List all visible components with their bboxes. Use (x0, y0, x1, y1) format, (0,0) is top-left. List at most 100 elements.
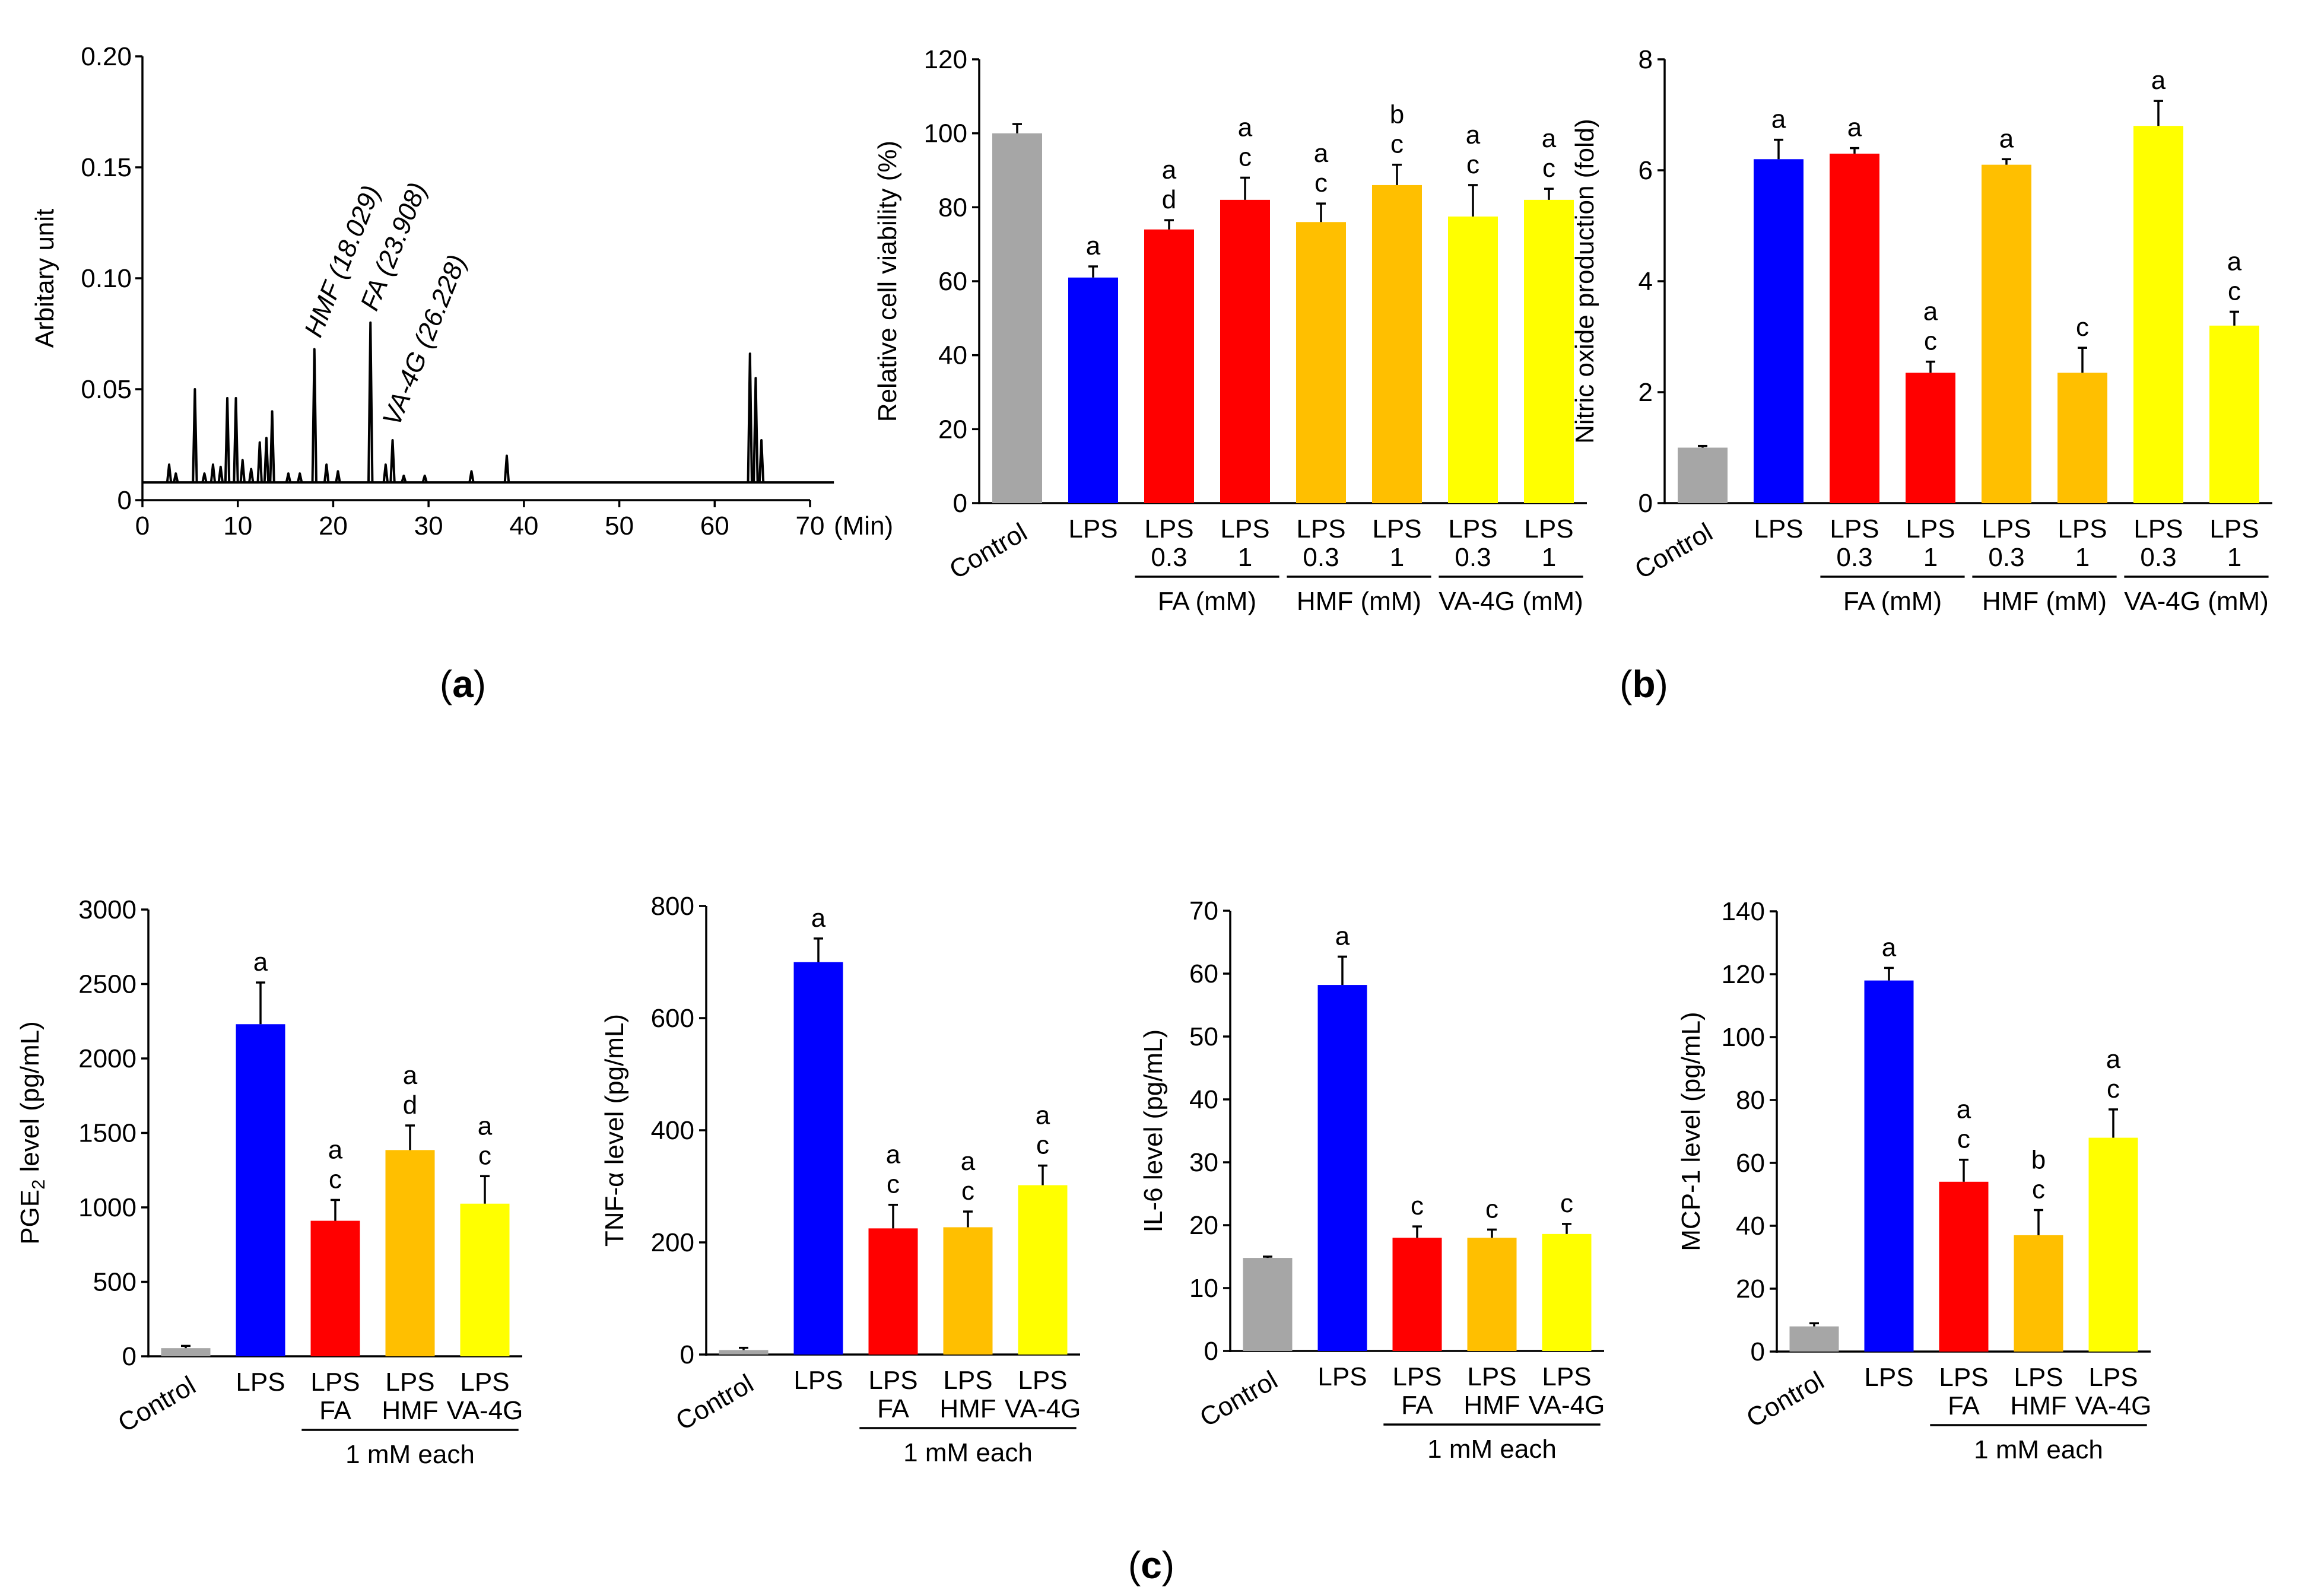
bar (1220, 199, 1270, 503)
bar (1830, 153, 1879, 503)
panel-label-c: (c) (1128, 1544, 1174, 1587)
trace-peak (269, 410, 275, 483)
category-label: HMF (939, 1394, 996, 1423)
bar (1068, 277, 1118, 503)
y-tick-label: 0 (680, 1340, 694, 1369)
y-tick-label: 6 (1639, 156, 1653, 185)
category-label: LPS (1864, 1363, 1913, 1392)
bar (868, 1228, 918, 1355)
category-label: LPS (1542, 1362, 1591, 1391)
trace-peak (758, 439, 765, 483)
category-label: LPS (1830, 514, 1879, 543)
category-label: LPS (943, 1366, 992, 1395)
significance-label: a (1036, 1101, 1050, 1130)
trace-peak (224, 396, 231, 483)
category-label: 1 (2227, 543, 2241, 572)
category-label: LPS (1296, 514, 1345, 543)
y-tick-label: 0.10 (81, 264, 132, 293)
trace-peak (401, 474, 407, 483)
category-label: LPS (2209, 514, 2259, 543)
significance-label: c (1542, 154, 1555, 183)
category-label: VA-4G (2075, 1391, 2152, 1420)
category-label: 0.3 (1988, 543, 2024, 572)
y-tick-label: 100 (1722, 1023, 1765, 1052)
significance-label: a (1238, 113, 1253, 142)
significance-label: a (961, 1147, 976, 1176)
bar (2209, 325, 2259, 503)
y-axis-label: Arbitary unit (30, 209, 59, 348)
y-tick-label: 0 (1751, 1337, 1765, 1366)
category-label: HMF (382, 1396, 438, 1425)
bar (1448, 216, 1498, 503)
significance-label: a (2227, 247, 2242, 276)
category-label: LPS (236, 1368, 285, 1397)
trace-peak (192, 388, 198, 483)
significance-label: a (478, 1111, 493, 1140)
bar (1906, 373, 1955, 503)
x-tick-label: 50 (605, 511, 634, 541)
category-label: VA-4G (1529, 1391, 1605, 1420)
significance-label: c (1957, 1125, 1970, 1154)
significance-label: c (1390, 130, 1404, 159)
category-label: LPS (1372, 514, 1421, 543)
category-label: 1 (2075, 543, 2090, 572)
bar (1982, 164, 2031, 503)
y-tick-label: 0 (1639, 489, 1653, 518)
significance-label: a (1086, 231, 1101, 260)
significance-label: a (1771, 105, 1786, 134)
category-label: LPS (1524, 514, 1573, 543)
significance-label: a (1542, 124, 1557, 153)
trace-peak (503, 454, 510, 483)
y-tick-label: 0 (1204, 1337, 1218, 1366)
significance-label: a (2106, 1045, 2121, 1074)
significance-label: a (403, 1061, 418, 1090)
bar (1524, 199, 1574, 503)
y-tick-label: 800 (651, 892, 694, 921)
trace-peak (752, 377, 759, 483)
panel-label-a: (a) (440, 663, 486, 705)
category-label: 1 (1923, 543, 1938, 572)
y-tick-label: 500 (93, 1268, 136, 1297)
y-tick-label: 80 (938, 193, 967, 222)
y-tick-label: 20 (1736, 1274, 1765, 1303)
y-axis-label: PGE2 level (pg/mL) (15, 1021, 49, 1245)
category-label: LPS (2057, 514, 2107, 543)
category-label: LPS (460, 1368, 509, 1397)
category-label: VA-4G (447, 1396, 523, 1425)
category-label: 0.3 (1836, 543, 1872, 572)
category-label: FA (877, 1394, 909, 1423)
y-tick-label: 80 (1736, 1086, 1765, 1115)
x-tick-label: 70 (796, 511, 825, 541)
trace-peak (747, 352, 753, 483)
category-label: LPS (1068, 514, 1117, 543)
y-tick-label: 2000 (78, 1044, 136, 1073)
category-label: LPS (793, 1366, 843, 1395)
y-axis-label: TNF-α level (pg/mL) (600, 1014, 629, 1247)
y-tick-label: 60 (938, 267, 967, 296)
significance-label: c (329, 1165, 342, 1194)
category-label: LPS (1317, 1362, 1367, 1391)
trace-peak (217, 465, 224, 483)
bar (385, 1150, 435, 1356)
category-label: 0.3 (1303, 543, 1339, 572)
bar (943, 1227, 993, 1355)
bar (2133, 126, 2183, 503)
y-tick-label: 140 (1722, 897, 1765, 926)
y-tick-label: 40 (1736, 1212, 1765, 1241)
significance-label: a (253, 948, 268, 977)
category-label: LPS (2088, 1363, 2138, 1392)
y-tick-label: 20 (1189, 1211, 1218, 1240)
trace-peak (468, 470, 475, 483)
category-label: LPS (2014, 1363, 2063, 1392)
significance-label: a (1957, 1095, 1971, 1124)
y-tick-label: 2 (1639, 378, 1653, 407)
y-tick-label: 30 (1189, 1148, 1218, 1177)
trace-peak (239, 459, 246, 483)
category-label: LPS (1982, 514, 2031, 543)
panel-label-b-letter: b (1632, 663, 1655, 705)
category-label: LPS (1220, 514, 1269, 543)
y-tick-label: 200 (651, 1228, 694, 1257)
category-label: LPS (385, 1368, 434, 1397)
